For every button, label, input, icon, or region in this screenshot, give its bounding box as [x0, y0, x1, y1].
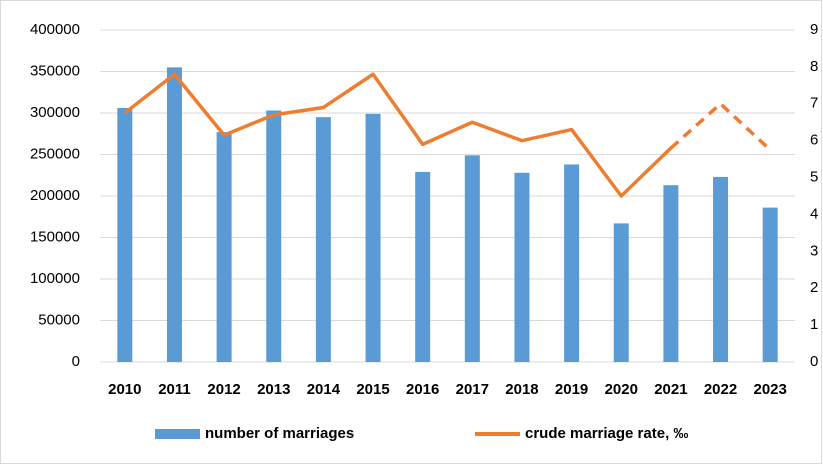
bar: [415, 171, 431, 362]
y2-tick-label: 2: [810, 279, 818, 296]
x-tick-label: 2019: [555, 381, 588, 398]
legend-label: number of marriages: [205, 425, 354, 442]
y2-tick-label: 1: [810, 316, 818, 333]
x-tick-label: 2020: [605, 381, 638, 398]
x-tick-label: 2013: [257, 381, 290, 398]
y-tick-label: 100000: [30, 270, 80, 287]
x-tick-label: 2015: [356, 381, 389, 398]
bar: [315, 117, 331, 363]
x-tick-label: 2016: [406, 381, 439, 398]
y2-tick-label: 9: [810, 21, 818, 38]
x-tick-label: 2010: [108, 381, 141, 398]
bar: [464, 155, 480, 362]
y-tick-label: 200000: [30, 187, 80, 204]
x-tick-label: 2022: [704, 381, 737, 398]
y2-tick-label: 5: [810, 169, 818, 186]
y2-tick-label: 3: [810, 242, 818, 259]
x-tick-label: 2021: [654, 381, 687, 398]
y-tick-label: 0: [72, 353, 80, 370]
y-tick-label: 350000: [30, 62, 80, 79]
y2-tick-label: 8: [810, 58, 818, 75]
y-tick-label: 300000: [30, 104, 80, 121]
bar: [713, 176, 729, 362]
y2-tick-label: 4: [810, 205, 818, 222]
bar: [762, 207, 778, 362]
y-tick-label: 50000: [38, 311, 80, 328]
bar: [166, 67, 182, 362]
bar: [216, 132, 232, 362]
y-tick-label: 150000: [30, 228, 80, 245]
bar: [266, 110, 282, 362]
bar: [663, 185, 679, 362]
y2-tick-label: 0: [810, 353, 818, 370]
y-tick-label: 400000: [30, 21, 80, 38]
bar: [117, 108, 133, 363]
x-tick-label: 2014: [307, 381, 341, 398]
y2-tick-label: 6: [810, 132, 818, 149]
bar: [514, 172, 530, 362]
y-tick-label: 250000: [30, 145, 80, 162]
x-tick-label: 2012: [207, 381, 240, 398]
x-tick-label: 2011: [158, 381, 191, 398]
bar: [613, 223, 629, 362]
bar: [365, 113, 381, 362]
line: [669, 102, 772, 152]
line: [123, 72, 673, 198]
legend-label: crude marriage rate, ‰: [525, 425, 688, 442]
x-tick-label: 2017: [456, 381, 489, 398]
x-tick-label: 2023: [753, 381, 786, 398]
y2-tick-label: 7: [810, 95, 818, 112]
bar: [564, 164, 580, 362]
legend-swatch: [155, 429, 200, 439]
x-tick-label: 2018: [505, 381, 538, 398]
